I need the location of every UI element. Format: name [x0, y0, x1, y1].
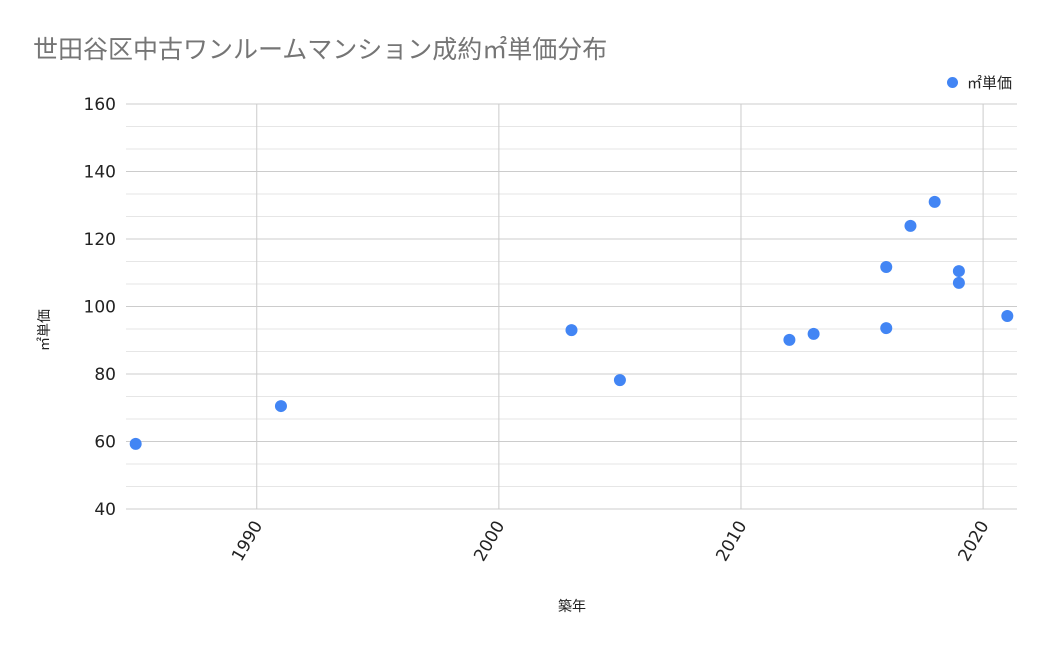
data-point [928, 195, 941, 208]
y-tick-label: 40 [94, 500, 116, 520]
data-points [129, 195, 1014, 450]
data-point [565, 324, 578, 337]
data-point [952, 276, 965, 289]
x-tick-label: 1990 [228, 518, 267, 565]
data-point [807, 327, 820, 340]
x-axis-ticks: 1990 2000 2010 2020 [228, 518, 993, 565]
data-point [880, 322, 893, 335]
x-axis-label: 築年 [558, 599, 586, 615]
y-tick-label: 140 [84, 163, 116, 183]
data-point [129, 437, 142, 450]
x-tick-label: 2020 [954, 518, 993, 565]
y-tick-label: 60 [94, 433, 116, 453]
data-point [880, 261, 893, 274]
data-point [783, 333, 796, 346]
legend: ㎡単価 [946, 72, 1012, 93]
major-gridlines [126, 103, 1017, 510]
data-point [1001, 309, 1014, 322]
y-tick-label: 80 [94, 365, 116, 385]
data-point [904, 219, 917, 232]
legend-marker-icon [946, 77, 958, 88]
y-tick-label: 100 [84, 298, 116, 318]
y-tick-label: 160 [84, 95, 116, 115]
minor-gridlines [126, 126, 1017, 487]
data-point [952, 265, 965, 278]
chart-title: 世田谷区中古ワンルームマンション成約㎡単価分布 [33, 35, 608, 64]
y-tick-label: 120 [84, 230, 116, 250]
x-tick-label: 2010 [712, 518, 751, 565]
x-tick-label: 2000 [470, 518, 509, 565]
data-point [274, 400, 287, 413]
y-axis-ticks: 40 60 80 100 120 140 160 [84, 95, 116, 520]
data-point [613, 374, 626, 387]
legend-label: ㎡単価 [966, 74, 1012, 92]
